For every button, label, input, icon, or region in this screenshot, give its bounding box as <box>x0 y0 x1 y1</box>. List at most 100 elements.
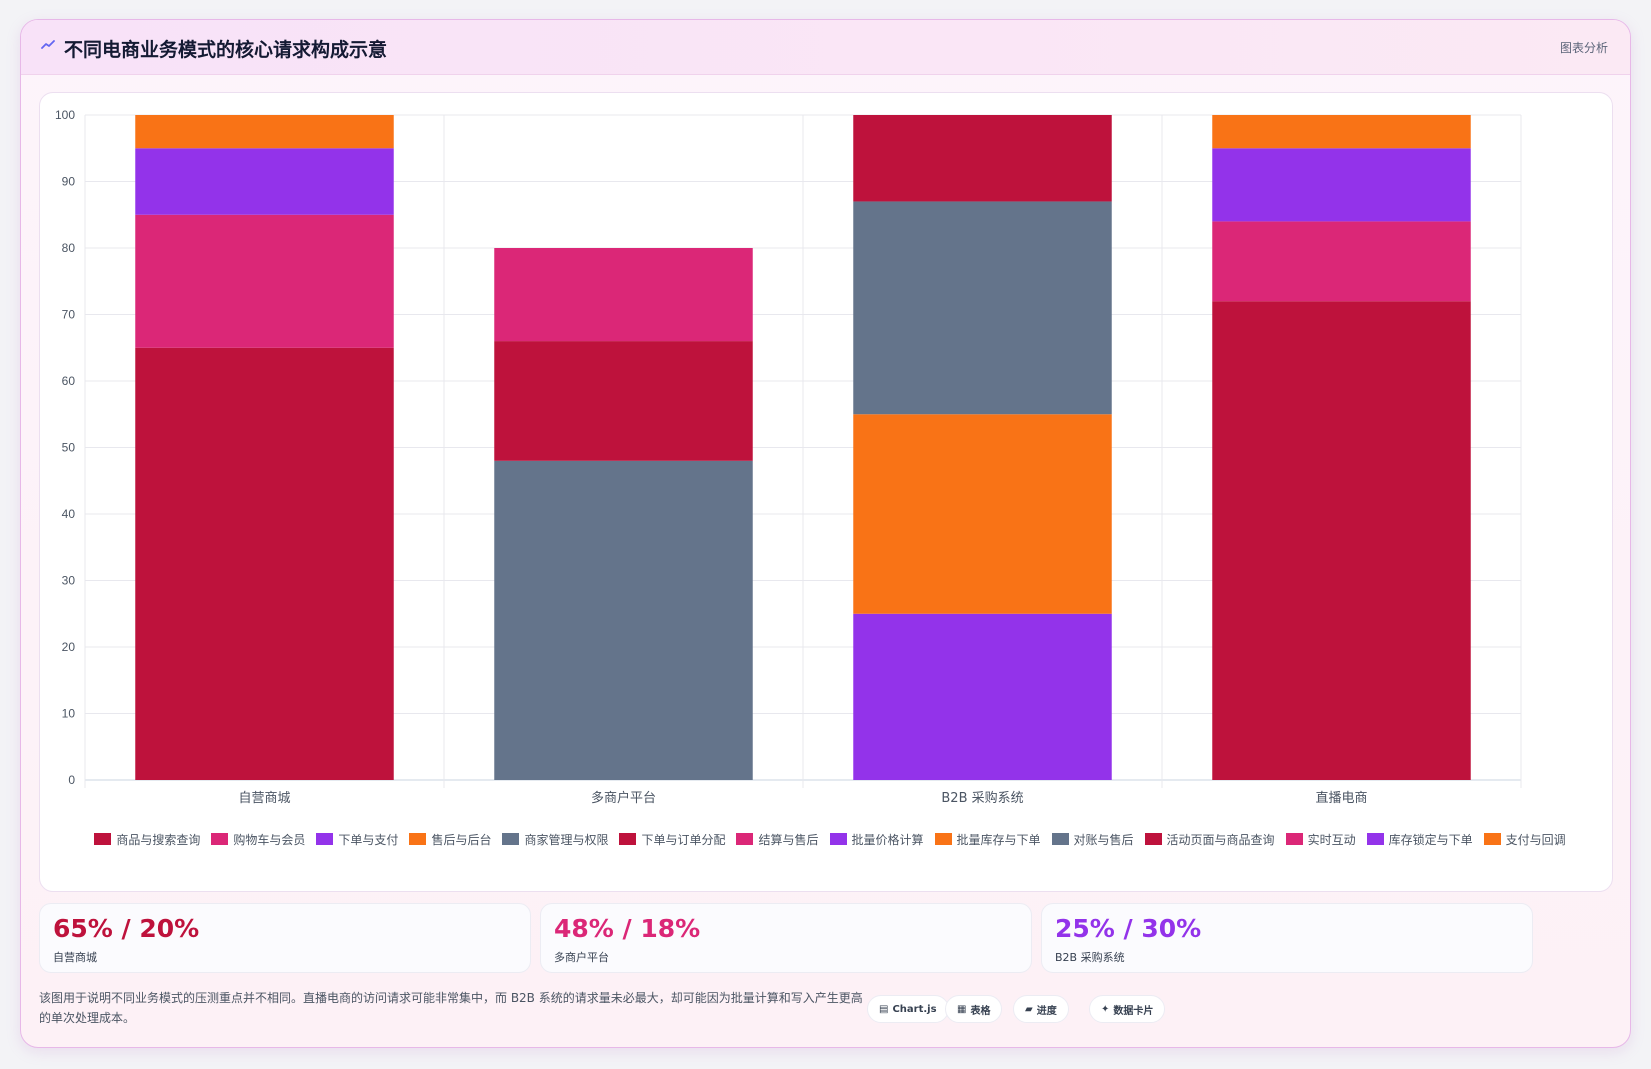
sparkle-icon: ✦ <box>1101 1003 1110 1015</box>
chip-progress[interactable]: ▰ 进度 <box>1013 995 1069 1023</box>
trend-line-icon <box>41 40 55 49</box>
bar-segment <box>135 115 394 149</box>
legend-swatch <box>1051 833 1069 845</box>
legend-item[interactable]: 实时互动 <box>1285 831 1356 848</box>
bar-segment <box>1212 115 1471 149</box>
y-tick-label: 20 <box>62 640 76 654</box>
legend-swatch <box>1285 833 1303 845</box>
bar-segment <box>494 460 753 780</box>
legend-swatch <box>1483 833 1501 845</box>
x-category-label: B2B 采购系统 <box>941 790 1023 806</box>
bar-segment <box>853 115 1112 202</box>
legend-item[interactable]: 支付与回调 <box>1483 831 1566 848</box>
legend-swatch <box>94 833 112 845</box>
stat-label: 自营商城 <box>53 951 97 964</box>
legend-swatch <box>934 833 952 845</box>
bar-segment <box>853 613 1112 780</box>
x-category-label: 直播电商 <box>1315 791 1367 806</box>
chip-chartjs[interactable]: ▤ Chart.js <box>867 995 949 1023</box>
bar-segment <box>1212 221 1471 302</box>
y-tick-label: 50 <box>62 441 76 455</box>
chart-card: 不同电商业务模式的核心请求构成示意 图表分析 0 10 20 30 40 50 60 70 80… <box>20 19 1631 1048</box>
legend-label: 批量库存与下单 <box>956 832 1041 847</box>
stat-card: 65% / 20% 自营商城 <box>39 903 531 973</box>
chip-data-card[interactable]: ✦ 数据卡片 <box>1089 995 1166 1023</box>
legend-swatch <box>829 833 847 845</box>
y-tick-label: 100 <box>55 108 75 122</box>
stat-card: 48% / 18% 多商户平台 <box>540 903 1032 973</box>
legend-item[interactable]: 下单与订单分配 <box>619 831 725 848</box>
legend-label: 购物车与会员 <box>233 832 306 847</box>
stat-value: 25% / 30% <box>1055 914 1202 943</box>
chart-panel: 0 10 20 30 40 50 60 70 80 90 100 自营商城 多商户平台 B2B 采购系统 直… <box>39 92 1613 892</box>
y-tick-label: 10 <box>62 707 76 721</box>
legend-label: 售后与后台 <box>431 832 492 847</box>
chart-icon: ▤ <box>879 1003 889 1015</box>
legend-label: 结算与售后 <box>758 832 819 847</box>
legend-label: 批量价格计算 <box>851 832 924 847</box>
bar-segment <box>135 347 394 780</box>
x-category-label: 自营商城 <box>238 791 290 806</box>
stat-card: 25% / 30% B2B 采购系统 <box>1041 903 1533 973</box>
stat-value: 65% / 20% <box>53 914 200 943</box>
legend-item[interactable]: 活动页面与商品查询 <box>1144 831 1275 848</box>
chip-table[interactable]: ▦ 表格 <box>945 995 1003 1023</box>
legend-item[interactable]: 对账与售后 <box>1051 831 1134 848</box>
y-tick-label: 90 <box>62 175 76 189</box>
legend-label: 实时互动 <box>1307 832 1356 847</box>
legend-swatch <box>409 833 427 845</box>
legend-item[interactable]: 下单与支付 <box>316 831 398 848</box>
legend-swatch <box>736 833 754 845</box>
legend-item[interactable]: 批量价格计算 <box>829 831 924 848</box>
page-title: 不同电商业务模式的核心请求构成示意 <box>64 39 388 61</box>
chip-label: 数据卡片 <box>1113 1005 1154 1017</box>
legend-swatch <box>211 833 229 845</box>
stat-value: 48% / 18% <box>554 914 701 943</box>
bar-segment <box>494 248 753 342</box>
progress-icon: ▰ <box>1025 1003 1033 1015</box>
y-tick-label: 30 <box>62 574 76 588</box>
y-tick-label: 0 <box>68 773 75 787</box>
bar-segment <box>135 214 394 348</box>
legend-label: 对账与售后 <box>1073 832 1134 847</box>
legend-swatch <box>316 833 334 845</box>
legend-label: 商品与搜索查询 <box>116 832 201 847</box>
legend-swatch <box>502 833 520 845</box>
y-tick-label: 60 <box>62 374 76 388</box>
bar-segment <box>853 414 1112 614</box>
legend-label: 支付与回调 <box>1505 832 1566 847</box>
stat-cards: 65% / 20% 自营商城 48% / 18% 多商户平台 25% / 30%… <box>39 903 1613 973</box>
chip-label: 表格 <box>970 1005 991 1017</box>
bar-segment <box>135 148 394 215</box>
chip-label: Chart.js <box>892 1003 937 1015</box>
bar-segment <box>494 341 753 461</box>
stat-label: B2B 采购系统 <box>1055 951 1125 964</box>
legend-label: 活动页面与商品查询 <box>1166 832 1275 847</box>
bar-segment <box>1212 301 1471 780</box>
bar-segment <box>1212 148 1471 222</box>
stat-label: 多商户平台 <box>554 951 609 964</box>
stacked-bar-chart: 0 10 20 30 40 50 60 70 80 90 100 自营商城 多商户平台 B2B 采购系统 直… <box>55 108 1522 806</box>
card-header: 不同电商业务模式的核心请求构成示意 图表分析 <box>21 20 1630 75</box>
bar-segment <box>853 201 1112 415</box>
legend-label: 下单与订单分配 <box>641 832 726 847</box>
legend-swatch <box>619 833 637 845</box>
legend-item[interactable]: 库存锁定与下单 <box>1366 831 1473 848</box>
y-tick-label: 70 <box>62 308 76 322</box>
legend-item[interactable]: 批量库存与下单 <box>934 831 1041 848</box>
legend-label: 库存锁定与下单 <box>1388 832 1473 847</box>
legend-item[interactable]: 商家管理与权限 <box>502 831 608 848</box>
x-category-label: 多商户平台 <box>591 790 656 806</box>
chip-label: 进度 <box>1036 1005 1057 1017</box>
chart-footnote: 该图用于说明不同业务模式的压测重点并不相同。直播电商的访问请求可能非常集中，而 … <box>39 991 863 1025</box>
legend-swatch <box>1144 833 1162 845</box>
legend-item[interactable]: 商品与搜索查询 <box>94 831 200 848</box>
y-tick-label: 80 <box>62 241 76 255</box>
legend-swatch <box>1366 833 1384 845</box>
legend-item[interactable]: 购物车与会员 <box>211 831 305 848</box>
legend-item[interactable]: 售后与后台 <box>409 831 491 848</box>
y-tick-label: 40 <box>62 507 76 521</box>
chart-analysis-tag: 图表分析 <box>1559 41 1608 55</box>
legend-item[interactable]: 结算与售后 <box>736 831 819 848</box>
table-icon: ▦ <box>957 1003 967 1015</box>
